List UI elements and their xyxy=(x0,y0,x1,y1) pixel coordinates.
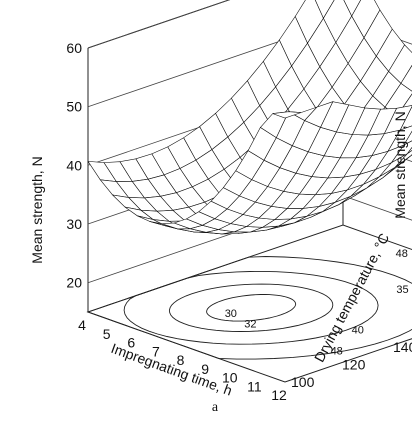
z-tick-label: 40 xyxy=(66,157,82,173)
x-tick-label: 8 xyxy=(177,352,185,368)
y-tick-label: 140 xyxy=(393,339,412,355)
y-axis-title: Drying temperature, °C xyxy=(311,231,392,365)
contour-label: 48 xyxy=(331,346,343,358)
contour-label: 35 xyxy=(396,284,408,296)
x-tick-label: 9 xyxy=(201,361,209,377)
x-tick-label: 6 xyxy=(127,335,135,351)
y-tick-label: 100 xyxy=(291,374,315,390)
surface-mesh xyxy=(87,0,412,235)
contour-label: 30 xyxy=(225,308,237,320)
tick-labels: 2030405060456789101112100120140160180200 xyxy=(66,40,412,403)
panel-label: a xyxy=(212,400,219,415)
x-tick-label: 10 xyxy=(222,370,238,386)
x-axis-title: Impregnating time, h xyxy=(109,340,234,399)
surface-cell xyxy=(272,111,301,119)
z-gridline xyxy=(87,0,230,49)
x-tick-label: 4 xyxy=(78,317,86,333)
contour-line xyxy=(86,256,412,360)
contour-line xyxy=(168,283,334,332)
right-axis-title: Mean strength, N xyxy=(392,111,408,218)
contour-line xyxy=(206,294,297,322)
contour-plot: 30323540404848 xyxy=(86,248,412,360)
z-axis-title: Mean strength, N xyxy=(29,156,45,263)
x-tick-label: 12 xyxy=(271,387,287,403)
x-tick-label: 11 xyxy=(247,378,262,394)
x-tick-label: 7 xyxy=(152,343,160,359)
z-tick-label: 30 xyxy=(66,216,82,232)
z-tick-label: 20 xyxy=(66,275,82,291)
y-tick-label: 120 xyxy=(342,357,366,373)
contour-label: 40 xyxy=(352,325,364,337)
x-tick-label: 5 xyxy=(103,326,111,342)
contour-label: 48 xyxy=(396,248,408,260)
z-tick-label: 60 xyxy=(66,40,82,56)
z-tick-label: 50 xyxy=(66,99,82,115)
contour-label: 32 xyxy=(244,319,256,331)
